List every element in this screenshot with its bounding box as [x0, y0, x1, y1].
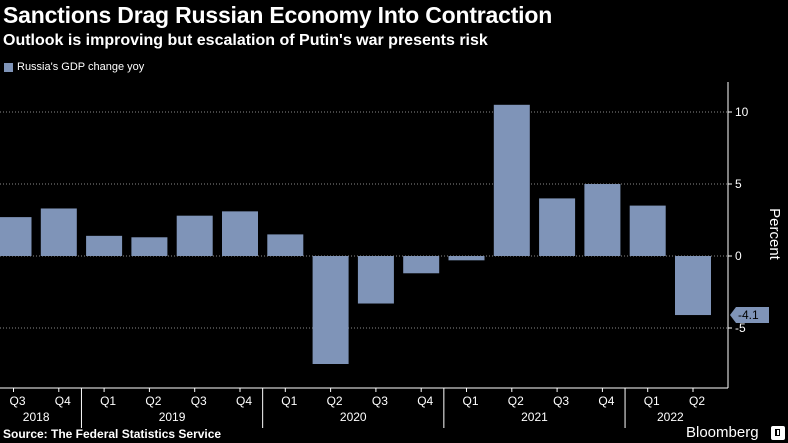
bar	[222, 211, 258, 256]
y-axis-label: Percent	[766, 208, 783, 261]
x-year-label: 2022	[657, 410, 684, 424]
bar	[357, 256, 394, 304]
bar	[267, 234, 304, 256]
bar	[584, 184, 621, 256]
last-value-label: -4.1	[738, 308, 759, 322]
x-tick-label: Q4	[417, 394, 433, 408]
bar	[86, 235, 123, 256]
chart-title: Sanctions Drag Russian Economy Into Cont…	[3, 2, 553, 28]
x-year-label: 2018	[23, 410, 50, 424]
legend-swatch	[4, 62, 13, 72]
bar	[0, 217, 32, 256]
x-tick-label: Q1	[100, 394, 116, 408]
y-tick-label: 10	[735, 105, 749, 119]
x-tick-label: Q4	[236, 394, 252, 408]
bar	[539, 198, 576, 256]
x-year-label: 2020	[340, 410, 367, 424]
bar	[131, 237, 168, 256]
legend-label: Russia's GDP change yoy	[17, 61, 145, 73]
bar	[629, 205, 666, 256]
x-tick-label: Q1	[462, 394, 478, 408]
brand-name: Bloomberg	[686, 424, 759, 441]
x-tick-label: Q2	[508, 394, 524, 408]
bar	[448, 256, 485, 261]
bar	[403, 256, 440, 274]
x-tick-label: Q2	[327, 394, 343, 408]
x-tick-label: Q3	[372, 394, 388, 408]
bar	[176, 215, 213, 256]
x-year-label: 2019	[159, 410, 186, 424]
x-tick-label: Q3	[191, 394, 207, 408]
source-note: Source: The Federal Statistics Service	[3, 427, 222, 441]
bloomberg-logo-icon	[771, 426, 785, 440]
x-tick-label: Q4	[598, 394, 614, 408]
x-tick-label: Q2	[689, 394, 705, 408]
y-tick-label: 0	[735, 249, 742, 263]
y-tick-label: -5	[735, 321, 746, 335]
bar	[40, 208, 77, 256]
bar	[312, 256, 349, 364]
x-tick-label: Q1	[644, 394, 660, 408]
chart-subtitle: Outlook is improving but escalation of P…	[3, 32, 488, 49]
x-tick-label: Q4	[55, 394, 71, 408]
x-tick-label: Q3	[9, 394, 25, 408]
bar	[675, 256, 711, 316]
x-tick-label: Q2	[145, 394, 161, 408]
x-tick-label: Q3	[553, 394, 569, 408]
bar	[493, 104, 530, 256]
y-tick-label: 5	[735, 177, 742, 191]
x-tick-label: Q1	[281, 394, 297, 408]
last-value-badge	[730, 307, 769, 324]
x-year-label: 2021	[521, 410, 548, 424]
legend: Russia's GDP change yoy	[4, 61, 144, 73]
